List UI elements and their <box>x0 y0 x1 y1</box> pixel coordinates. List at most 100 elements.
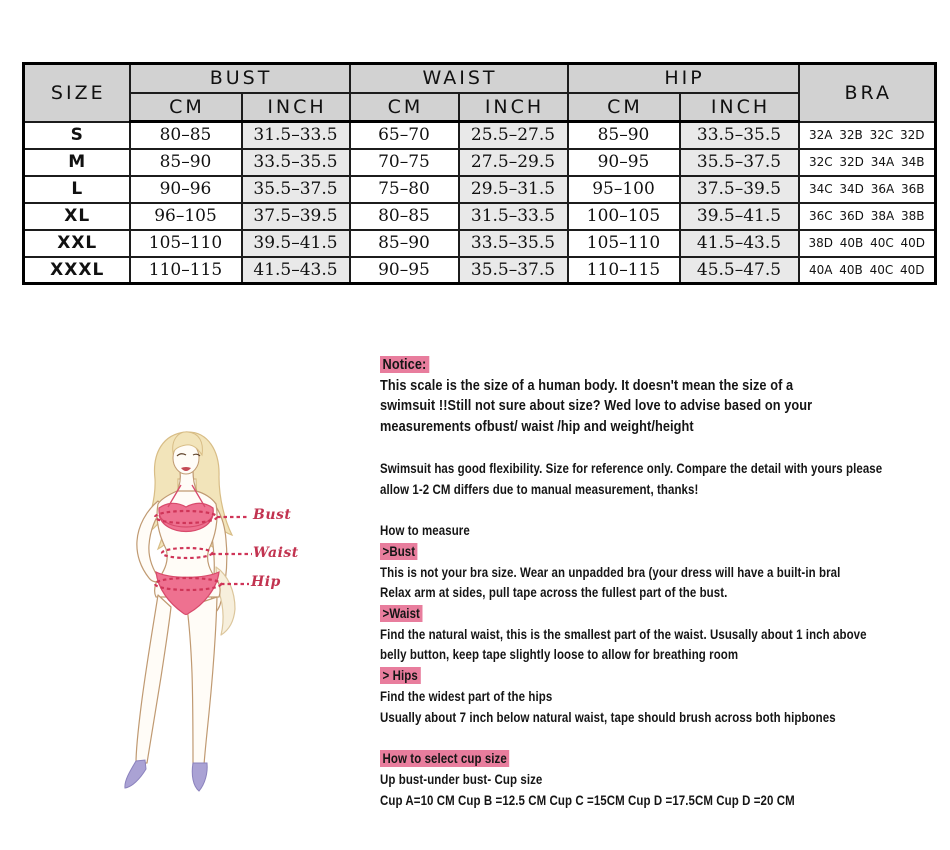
size-cell: XL <box>22 201 131 231</box>
cup-size-line: Cup A=10 CM Cup B =12.5 CM Cup C =15CM C… <box>380 792 795 808</box>
waist-cm-cell: 70–75 <box>348 147 460 177</box>
table-row: M 85–90 33.5–35.5 70–75 27.5–29.5 90–95 … <box>22 147 937 177</box>
size-cell: M <box>22 147 131 177</box>
bra-cell: 34C 34D 36A 36B <box>797 174 937 204</box>
hip-cm-cell: 95–100 <box>566 174 681 204</box>
bust-inch-cell: 31.5–33.5 <box>240 120 351 150</box>
header-hip: HIP <box>566 62 800 94</box>
bust-inch-cell: 33.5–35.5 <box>240 147 351 177</box>
hair-front <box>172 431 203 457</box>
size-cell: XXXL <box>22 255 131 285</box>
how-to-measure-title: How to measure <box>380 523 470 539</box>
header-size: SIZE <box>22 62 131 123</box>
hips-instruction-line: Find the widest part of the hips <box>380 688 553 704</box>
table-header-row-units: CM INCH CM INCH CM INCH <box>24 91 936 123</box>
bust-inch-cell: 39.5–41.5 <box>240 228 351 258</box>
bikini-bottom <box>155 570 220 616</box>
bust-inch-cell: 41.5–43.5 <box>240 255 351 285</box>
notice-heading: Notice: <box>380 355 928 376</box>
bra-cell: 32C 32D 34A 34B <box>797 147 937 177</box>
waist-cm-cell: 85–90 <box>348 228 460 258</box>
table-row: XL 96–105 37.5–39.5 80–85 31.5–33.5 100–… <box>22 201 937 231</box>
header-bust-cm: CM <box>128 91 243 123</box>
bikini-straps <box>167 484 206 508</box>
table-row: L 90–96 35.5–37.5 75–80 29.5–31.5 95–100… <box>22 174 937 204</box>
figure-right-leg <box>186 596 218 766</box>
bra-cell: 36C 36D 38A 38B <box>797 201 937 231</box>
bra-cell: 40A 40B 40C 40D <box>797 255 937 285</box>
waist-inch-cell: 33.5–35.5 <box>457 228 569 258</box>
notice-line: swimsuit !!Still not sure about size? We… <box>380 397 813 415</box>
header-hip-inch: INCH <box>678 91 800 123</box>
measurement-figure-illustration <box>124 431 252 792</box>
flexibility-note-line: allow 1-2 CM differs due to manual measu… <box>380 481 699 497</box>
waist-instruction-line: Find the natural waist, this is the smal… <box>380 626 867 642</box>
hip-inch-cell: 41.5–43.5 <box>678 228 800 258</box>
bust-cm-cell: 96–105 <box>128 201 243 231</box>
bust-heading-highlight: >Bust <box>380 542 418 560</box>
waist-inch-cell: 31.5–33.5 <box>457 201 569 231</box>
bust-inch-cell: 37.5–39.5 <box>240 201 351 231</box>
header-waist-inch: INCH <box>457 91 569 123</box>
bust-figure-label: Bust <box>253 507 292 523</box>
bust-inch-cell: 35.5–37.5 <box>240 174 351 204</box>
hip-inch-cell: 39.5–41.5 <box>678 201 800 231</box>
notice-line: measurements ofbust/ waist /hip and weig… <box>380 418 694 436</box>
waist-instruction-line: belly button, keep tape slightly loose t… <box>380 647 739 663</box>
bust-cm-cell: 80–85 <box>128 120 243 150</box>
cup-size-line: Up bust-under bust- Cup size <box>380 771 543 787</box>
header-waist-cm: CM <box>348 91 460 123</box>
hip-figure-label: Hip <box>251 574 281 590</box>
waist-inch-cell: 27.5–29.5 <box>457 147 569 177</box>
notice-heading-highlight: Notice: <box>380 356 429 373</box>
notice-line: This scale is the size of a human body. … <box>380 376 794 394</box>
header-waist: WAIST <box>348 62 569 94</box>
hip-cm-cell: 110–115 <box>566 255 681 285</box>
bra-cell: 32A 32B 32C 32D <box>797 120 937 150</box>
bra-cell: 38D 40B 40C 40D <box>797 228 937 258</box>
bust-section-heading: >Bust <box>380 542 928 563</box>
figure-lips <box>181 467 191 471</box>
size-cell: L <box>22 174 131 204</box>
waist-section-heading: >Waist <box>380 604 928 625</box>
hip-inch-cell: 45.5–47.5 <box>678 255 800 285</box>
bust-instruction-line: This is not your bra size. Wear an unpad… <box>380 564 841 580</box>
waist-cm-cell: 65–70 <box>348 120 460 150</box>
bust-cm-cell: 110–115 <box>128 255 243 285</box>
table-row: XXXL 110–115 41.5–43.5 90–95 35.5–37.5 1… <box>22 255 937 285</box>
bust-cm-cell: 105–110 <box>128 228 243 258</box>
waist-inch-cell: 25.5–27.5 <box>457 120 569 150</box>
hip-inch-cell: 37.5–39.5 <box>678 174 800 204</box>
cup-size-heading: How to select cup size <box>380 749 928 770</box>
figure-left-leg <box>135 594 172 764</box>
table-row: XXL 105–110 39.5–41.5 85–90 33.5–35.5 10… <box>22 228 937 258</box>
hips-instruction-line: Usually about 7 inch below natural waist… <box>380 709 836 725</box>
hip-inch-cell: 35.5–37.5 <box>678 147 800 177</box>
size-cell: S <box>22 120 131 150</box>
table-header-row-groups: SIZE BUST WAIST HIP BRA <box>22 62 937 123</box>
table-row: S 80–85 31.5–33.5 65–70 25.5–27.5 85–90 … <box>22 120 937 150</box>
left-shoe <box>124 759 147 789</box>
size-chart-table: SIZE BUST WAIST HIP BRA CM INCH CM INCH … <box>22 62 937 285</box>
header-bra: BRA <box>797 62 937 123</box>
cup-size-heading-highlight: How to select cup size <box>380 750 510 768</box>
waist-figure-label: Waist <box>253 545 299 561</box>
figure-left-arm <box>136 500 165 583</box>
measurement-figure <box>100 425 380 820</box>
header-hip-cm: CM <box>566 91 681 123</box>
hip-cm-cell: 85–90 <box>566 120 681 150</box>
hip-cm-cell: 90–95 <box>566 147 681 177</box>
hips-heading-highlight: > Hips <box>380 667 421 685</box>
waist-cm-cell: 80–85 <box>348 201 460 231</box>
size-cell: XXL <box>22 228 131 258</box>
header-bust-inch: INCH <box>240 91 351 123</box>
instructions-column: Notice: This scale is the size of a huma… <box>380 355 928 811</box>
hips-section-heading: > Hips <box>380 666 928 687</box>
header-bust: BUST <box>128 62 351 94</box>
hip-inch-cell: 33.5–35.5 <box>678 120 800 150</box>
flexibility-note-line: Swimsuit has good flexibility. Size for … <box>380 460 883 476</box>
bust-instruction-line: Relax arm at sides, pull tape across the… <box>380 585 728 601</box>
waist-cm-cell: 90–95 <box>348 255 460 285</box>
waist-heading-highlight: >Waist <box>380 605 423 623</box>
